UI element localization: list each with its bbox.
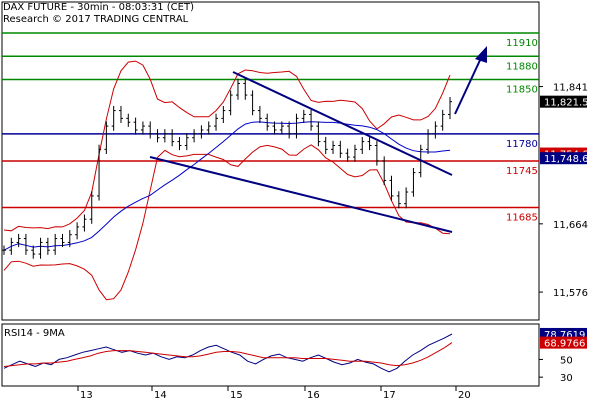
rsi-indicator <box>3 333 453 373</box>
level-label: 11850 <box>506 85 538 96</box>
time-axis-label: 15 <box>230 390 243 400</box>
time-axis-label: 13 <box>80 390 93 400</box>
level-label: 11780 <box>506 139 538 150</box>
chart-title: DAX FUTURE - 30min - 08:03:31 (CET) <box>3 2 194 13</box>
time-axis-label: 17 <box>383 390 396 400</box>
channel-lines <box>149 71 453 233</box>
price-tags: 11,821.511,754.611,748.6 <box>540 95 589 165</box>
price-tag-label: 11,821.5 <box>544 98 589 109</box>
level-label: 11910 <box>506 38 538 49</box>
bollinger-upper-band <box>3 60 451 232</box>
projection-arrow-head <box>475 46 487 63</box>
time-axis-label: 20 <box>458 390 471 400</box>
moving-average-line <box>3 121 451 251</box>
bollinger-lower-band <box>3 144 451 301</box>
bollinger-bands <box>3 60 451 301</box>
price-candles <box>2 78 452 259</box>
price-tag-label: 11,748.6 <box>544 154 589 165</box>
rsi-axis-label: 50 <box>560 355 573 366</box>
price-tag-box <box>540 152 587 165</box>
channel-upper-line <box>232 71 453 176</box>
rsi-tag-label: 78.7619 <box>544 330 585 341</box>
copyright-text: Research © 2017 TRADING CENTRAL <box>3 14 189 25</box>
time-axis-label: 16 <box>307 390 320 400</box>
channel-lower-line <box>149 156 453 233</box>
support-resistance-levels: 11910 11880 11850 11780 11745 11685 <box>2 32 539 224</box>
rsi14-line <box>3 333 453 373</box>
price-axis-label: 11,576 <box>553 288 588 299</box>
price-axis-label: 11,841 <box>553 83 588 94</box>
projection-arrow <box>454 46 487 115</box>
level-label: 11685 <box>506 213 538 224</box>
price-axis: 11,841 11,664 11,576 <box>539 83 588 299</box>
rsi-9ma-line <box>3 342 453 367</box>
time-axis-label: 14 <box>154 390 167 400</box>
price-axis-label: 11,664 <box>553 220 588 231</box>
rsi-pane-frame <box>1 323 540 387</box>
rsi-tag-label: 68.9766 <box>544 339 585 350</box>
rsi-tag-box <box>540 336 587 349</box>
time-axis: 13 14 15 16 17 20 <box>77 386 471 400</box>
projection-arrow-shaft <box>454 57 482 115</box>
rsi-axis-label: 30 <box>560 373 573 384</box>
level-label: 11880 <box>506 61 538 72</box>
rsi-title: RSI14 - 9MA <box>4 328 65 339</box>
price-tag-box <box>540 95 587 108</box>
level-label: 11745 <box>506 166 538 177</box>
